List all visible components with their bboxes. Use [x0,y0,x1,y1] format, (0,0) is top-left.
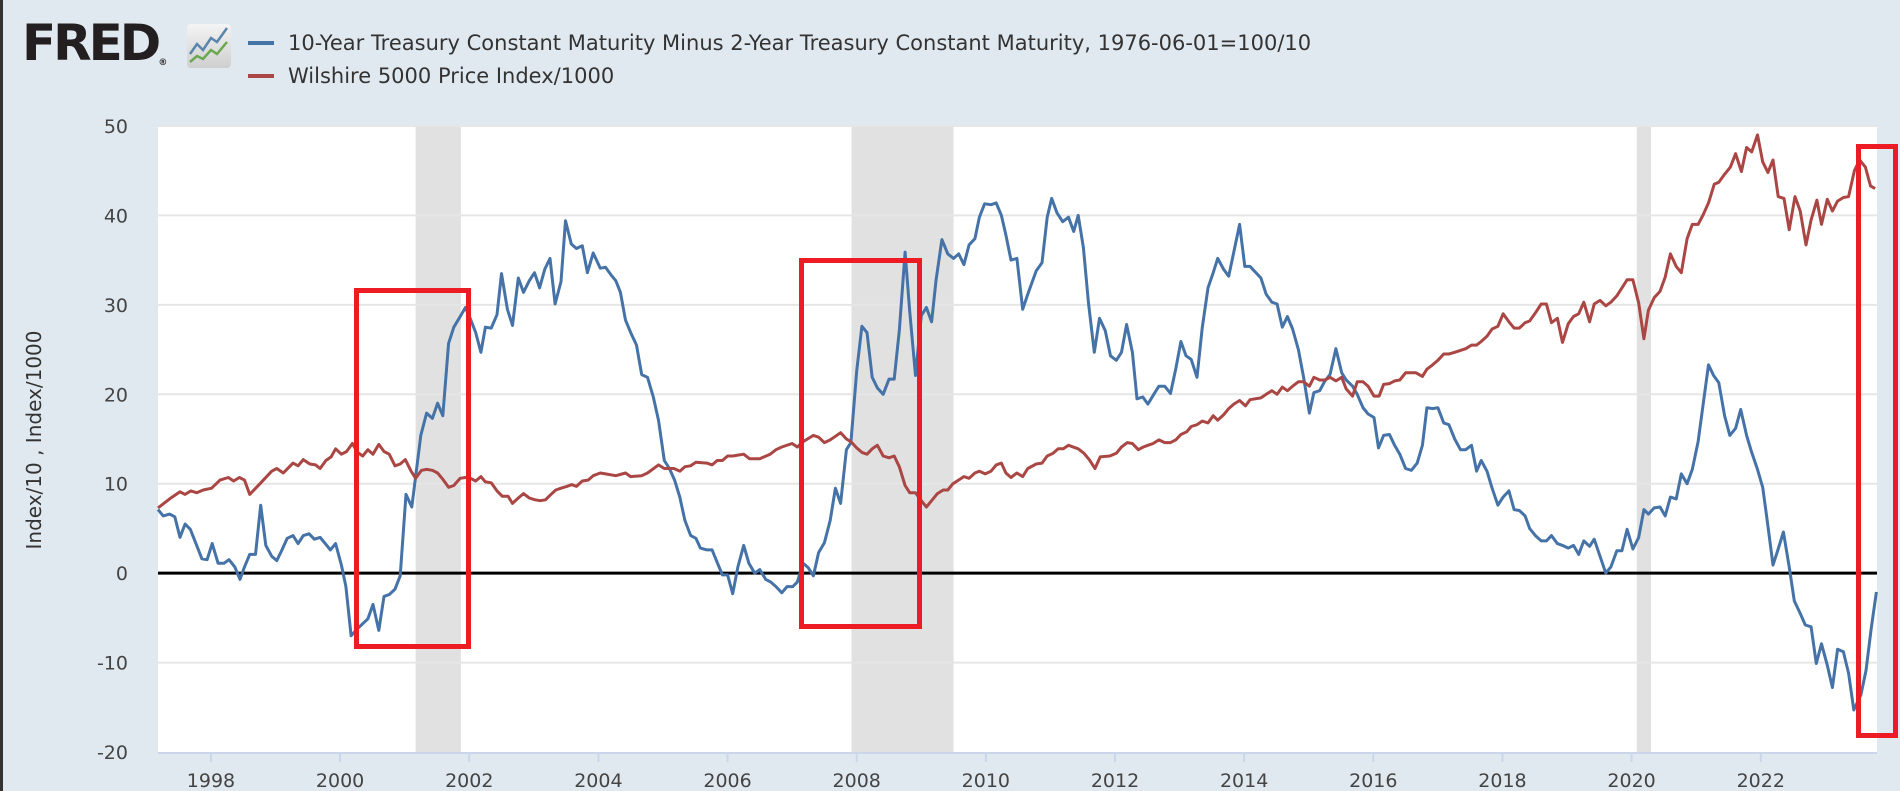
x-tick-label: 2002 [445,770,493,791]
x-tick-label: 2000 [316,770,364,791]
x-tick-label: 2010 [962,770,1010,791]
y-tick-label: 0 [116,563,128,585]
legend-item-wilshire[interactable]: Wilshire 5000 Price Index/1000 [248,59,1311,92]
series-line-treasury-spread [156,196,1878,712]
recession-band [1636,126,1651,752]
logo-registered-mark: ® [158,58,168,68]
x-tick-label: 2020 [1607,770,1655,791]
x-tick-label: 2004 [574,770,622,791]
y-tick-label: 10 [104,474,128,496]
annotation-box-2023-inversion [1856,144,1898,738]
fred-logo[interactable]: FRED® [22,18,167,68]
fred-graph-icon [187,24,231,68]
x-tick-label: 2012 [1091,770,1139,791]
y-tick-label: -20 [97,742,128,764]
y-tick-label: 40 [104,205,128,227]
x-tick-label: 1998 [187,770,235,791]
recession-band [851,126,954,752]
series-line-wilshire-5000 [157,133,1876,510]
logo-text: FRED [22,14,161,72]
legend-item-spread[interactable]: 10-Year Treasury Constant Maturity Minus… [248,26,1311,59]
legend-swatch-spread [248,40,274,45]
legend-label-wilshire: Wilshire 5000 Price Index/1000 [288,63,615,88]
x-tick-label: 2022 [1737,770,1785,791]
annotation-box-2000-inversion [354,288,471,649]
annotation-box-2007-inversion [799,258,922,629]
x-tick-label: 2016 [1349,770,1397,791]
y-tick-label: 30 [104,295,128,317]
x-tick-label: 2014 [1220,770,1268,791]
x-tick-label: 2008 [833,770,881,791]
legend-label-spread: 10-Year Treasury Constant Maturity Minus… [288,30,1312,55]
y-tick-label: -10 [97,653,128,675]
window-edge [0,0,3,791]
y-tick-label: 50 [104,116,128,138]
legend-swatch-wilshire [248,73,274,78]
x-tick-label: 2006 [703,770,751,791]
y-tick-label: 20 [104,384,128,406]
x-tick-label: 2018 [1478,770,1526,791]
chart-legend: 10-Year Treasury Constant Maturity Minus… [248,26,1311,92]
